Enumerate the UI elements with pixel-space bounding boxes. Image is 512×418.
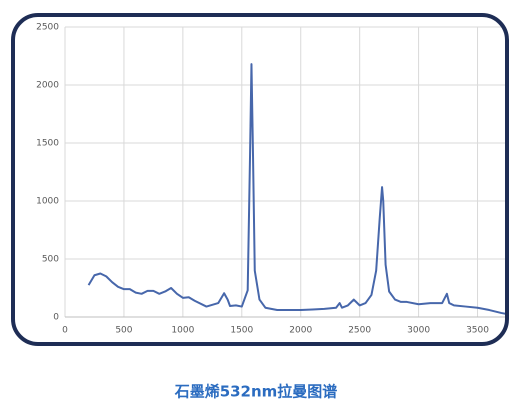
frame <box>11 13 509 346</box>
x-tick-label: 1500 <box>230 326 253 336</box>
line <box>87 63 506 316</box>
x-tick-label: 0 <box>62 326 68 336</box>
y-tick-label: 1500 <box>36 139 59 149</box>
x-tick-label: 3500 <box>466 326 489 336</box>
caption: 石墨烯532nm拉曼图谱 <box>174 383 338 401</box>
x-tick-label: 3000 <box>407 326 430 336</box>
y-tick-label: 1000 <box>36 197 59 207</box>
plot-area: 0 500 1000 1500 2000 2500 0 500 1000 1500 2000 2500… <box>36 23 506 336</box>
x-tick-label: 500 <box>115 326 132 336</box>
y-tick-label: 500 <box>42 255 59 265</box>
x-tick-label: 1000 <box>171 326 194 336</box>
x-tick-label: 2500 <box>348 326 371 336</box>
x-tick-label: 2000 <box>289 326 312 336</box>
y-tick-label: 0 <box>53 313 59 323</box>
y-tick-label: 2000 <box>36 81 59 91</box>
y-tick-label: 2500 <box>36 23 59 33</box>
